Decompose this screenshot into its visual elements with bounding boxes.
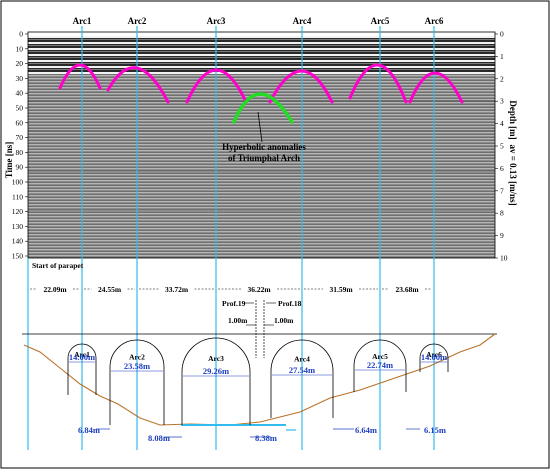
arc-label: Arc4: [293, 16, 312, 26]
arch-width-label: 22.74m: [367, 360, 393, 370]
arch-outline: [270, 339, 334, 418]
depth-tick-label: 0: [500, 30, 504, 39]
pier-width-label: 6.84m: [78, 425, 100, 435]
arch-label: Arc2: [129, 353, 145, 362]
arch-outline: [181, 337, 251, 425]
spacing-label: 36.22m: [247, 285, 271, 294]
arch-width-label: 14.00m: [421, 352, 447, 362]
time-tick-label: 40: [16, 89, 24, 98]
arch-label: Arc1: [74, 350, 90, 359]
prof19-label: Prof.19: [222, 299, 246, 308]
offset-right: 1.00m: [274, 316, 294, 325]
annotation-line2: of Triumphal Arch: [228, 153, 300, 163]
start-label: Start of parapet: [32, 261, 84, 270]
time-tick-label: 20: [16, 59, 24, 68]
depth-tick-label: 1: [500, 52, 504, 61]
time-tick-label: 130: [12, 222, 24, 231]
time-tick-label: 80: [16, 148, 24, 157]
arch-width-label: 29.26m: [203, 366, 229, 376]
spacing-row: 22.09m 24.55m 33.72m 36.22m 31.59m 23.68m: [30, 285, 432, 294]
arch-width-label: 14.00m: [69, 352, 95, 362]
spacing-label: 24.55m: [98, 285, 122, 294]
time-axis: 0 10 20 30 40 50 60 70 80 90 100 110 120 130 140 150: [12, 30, 28, 261]
hyperbola-arc4: [268, 69, 334, 104]
time-tick-label: 10: [16, 44, 24, 53]
hyperbola-arc2: [106, 66, 170, 104]
arc-lines: Arc1 Arc2 Arc3 Arc4 Arc5 Arc6: [73, 16, 444, 450]
annotation: Hyperbolic anomalies of Triumphal Arch: [222, 111, 306, 163]
arch-outline: [353, 339, 407, 392]
arch-outline: [67, 343, 97, 395]
arch-width-label: 27.54m: [289, 365, 315, 375]
depth-tick-label: 4: [500, 119, 504, 128]
hyperbola-arc5: [348, 63, 408, 104]
depth-tick-label: 7: [500, 186, 504, 195]
time-tick-label: 120: [12, 207, 24, 216]
velocity-label: av = 0.13 [m/ns]: [508, 144, 518, 205]
arc-label: Arc3: [207, 16, 226, 26]
depth-tick-label: 9: [500, 231, 504, 240]
depth-tick-label: 2: [500, 74, 504, 83]
time-tick-label: 0: [19, 30, 23, 39]
arch-label: Arc6: [426, 350, 442, 359]
pier-widths: 6.84m 8.08m 8.38m 6.64m 6.15m: [78, 425, 446, 443]
arch-outline: [109, 339, 165, 425]
time-tick-label: 150: [12, 252, 24, 261]
time-tick-label: 110: [12, 192, 23, 201]
arc-label: Arc5: [371, 16, 390, 26]
annotation-line1: Hyperbolic anomalies: [222, 142, 306, 152]
hyperbola-arc1: [58, 63, 102, 90]
prof18-label: Prof.18: [278, 299, 302, 308]
arch-label: Arc5: [372, 352, 388, 361]
time-axis-label: Time [ns]: [4, 142, 14, 179]
time-tick-label: 30: [16, 74, 24, 83]
time-tick-label: 50: [16, 104, 24, 113]
depth-tick-label: 6: [500, 164, 504, 173]
pier-width-label: 8.08m: [148, 433, 170, 443]
depth-tick-label: 3: [500, 97, 504, 106]
spacing-label: 31.59m: [329, 285, 353, 294]
bridge-elevation: [22, 333, 497, 431]
depth-tick-label: 8: [500, 209, 504, 218]
time-tick-label: 70: [16, 133, 24, 142]
arc-label: Arc2: [128, 16, 147, 26]
depth-tick-label: 10: [500, 254, 508, 263]
depth-tick-label: 5: [500, 142, 504, 151]
time-tick-label: 140: [12, 237, 24, 246]
arc-label: Arc6: [425, 16, 444, 26]
time-tick-label: 90: [16, 163, 24, 172]
arch-label: Arc4: [294, 355, 310, 364]
pier-width-label: 6.15m: [424, 425, 446, 435]
hyperbola-green: [232, 92, 294, 124]
time-tick-label: 100: [12, 178, 24, 187]
pier-width-label: 8.38m: [255, 433, 277, 443]
pier-width-label: 6.64m: [355, 425, 377, 435]
depth-axis-label: Depth [m]: [508, 100, 518, 139]
arch-width-label: 23.58m: [124, 361, 150, 371]
spacing-label: 22.09m: [43, 285, 67, 294]
spacing-label: 23.68m: [395, 285, 419, 294]
hyperbola-arc6: [408, 71, 464, 104]
arch-label: Arc3: [208, 354, 224, 363]
radargram: [27, 31, 496, 259]
arch-outline: [419, 343, 449, 372]
hyperbola-arc3: [185, 68, 248, 104]
time-tick-label: 60: [16, 118, 24, 127]
offset-left: 1.00m: [228, 316, 248, 325]
depth-axis: 0 1 2 3 4 5 6 7 8 9 10: [495, 30, 508, 263]
arc-label: Arc1: [73, 16, 92, 26]
hyperbolas: [58, 63, 464, 124]
profiles: Prof.19 Prof.18 1.00m 1.00m: [222, 299, 302, 358]
spacing-label: 33.72m: [165, 285, 189, 294]
